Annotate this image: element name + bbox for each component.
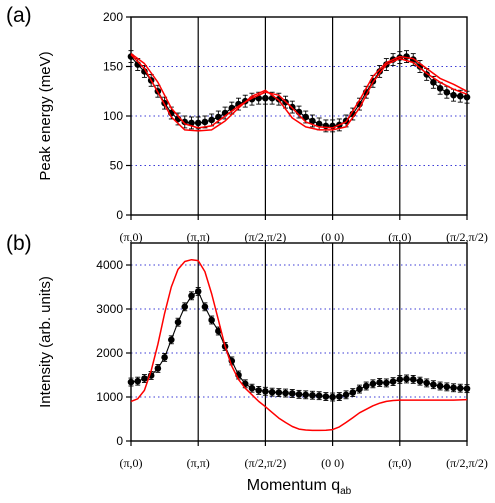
y-tick-label: 150 (103, 60, 123, 74)
data-point (463, 385, 471, 392)
data-point (309, 117, 316, 125)
data-point (154, 365, 162, 372)
data-point (342, 391, 350, 399)
panel-label: (b) (6, 232, 32, 255)
data-point (134, 377, 142, 385)
x-tick-label: (π,π) (187, 230, 210, 244)
x-tick-label: (π,0) (119, 230, 142, 244)
data-point (322, 393, 330, 400)
data-point (315, 392, 323, 399)
data-point (188, 119, 195, 127)
x-tick-label: (0 0) (321, 230, 344, 244)
data-point (255, 387, 262, 394)
data-point (127, 378, 135, 386)
data-point (436, 84, 444, 92)
x-axis-label: Momentum qab (247, 477, 352, 497)
data-point (349, 389, 357, 396)
panel-a: (a) 0 50 100 150 200 (π,0) (π,π) (π/2,π/2) (0 0) (… (6, 4, 488, 244)
y-tick-label: 1000 (96, 390, 123, 404)
data-point (194, 288, 202, 295)
model-curve (130, 258, 468, 432)
y-tick-label: 3000 (96, 302, 123, 316)
data-point (443, 88, 451, 96)
y-tick-label: 2000 (96, 346, 123, 360)
data-point (168, 336, 175, 344)
data-point (268, 388, 276, 396)
y-tick-label: 0 (116, 208, 123, 222)
panel-label: (a) (6, 4, 32, 27)
x-axis-label-subscript: ab (340, 486, 352, 497)
data-point (208, 316, 215, 324)
data-point (161, 354, 168, 361)
data-point (141, 68, 148, 75)
y-axis-label: Peak energy (meV) (37, 51, 54, 180)
data-point (181, 118, 189, 126)
data-point (248, 384, 256, 392)
data-point (141, 375, 148, 382)
data-point (403, 375, 410, 383)
data-point (369, 380, 377, 388)
y-tick-label: 4000 (96, 258, 123, 272)
data-point (194, 119, 202, 127)
data-line (130, 290, 468, 398)
data-point (416, 377, 424, 385)
data-point (181, 303, 189, 311)
data-point (376, 379, 383, 386)
data-point (201, 303, 209, 311)
data-point (201, 118, 209, 126)
data-point (262, 94, 269, 102)
data-point (430, 79, 437, 86)
data-point (309, 391, 316, 399)
data-point (389, 378, 397, 385)
data-point (362, 382, 370, 390)
y-axis-label: Intensity (arb. units) (37, 276, 54, 408)
data-point (383, 379, 390, 387)
data-point (275, 389, 283, 396)
data-point (282, 389, 289, 397)
x-tick-label: (π,0) (388, 456, 411, 470)
data-point (288, 390, 296, 397)
x-tick-label: (π/2,π/2) (245, 456, 287, 470)
y-tick-label: 100 (103, 109, 123, 123)
data-point (302, 113, 310, 121)
data-point (450, 91, 457, 99)
y-tick-label: 200 (103, 10, 123, 24)
panel-b: (b) 0 1000 2000 3000 4000 (π,0) (π,π) (π/2,π/2) (… (6, 232, 488, 497)
data-point (463, 93, 471, 101)
data-point (443, 383, 451, 391)
y-tick-label: 50 (110, 159, 124, 173)
x-tick-label: (π,0) (388, 230, 411, 244)
x-tick-label: (π,π) (187, 456, 210, 470)
data-point (336, 393, 343, 400)
data-point (329, 393, 336, 401)
model-curve (130, 54, 468, 132)
x-tick-label: (π/2,π/2) (446, 230, 488, 244)
data-point (396, 376, 404, 383)
data-point (262, 387, 269, 395)
data-point (174, 318, 182, 326)
data-point (302, 391, 310, 399)
data-point (456, 384, 464, 392)
x-tick-label: (π/2,π/2) (245, 230, 287, 244)
x-tick-label: (π/2,π/2) (446, 456, 488, 470)
data-point (430, 381, 437, 388)
y-tick-label: 0 (116, 434, 123, 448)
data-point (208, 116, 215, 124)
data-point (450, 384, 457, 392)
x-tick-label: (0 0) (321, 456, 344, 470)
model-curve (130, 52, 468, 129)
x-tick-label: (π,0) (119, 456, 142, 470)
plot-frame (130, 242, 468, 442)
data-point (188, 292, 195, 300)
data-point (409, 376, 417, 383)
data-point (376, 68, 383, 75)
data-point (456, 92, 464, 100)
data-point (423, 379, 430, 387)
data-point (215, 113, 222, 121)
data-point (356, 385, 363, 393)
data-point (295, 391, 303, 398)
data-point (436, 382, 444, 390)
